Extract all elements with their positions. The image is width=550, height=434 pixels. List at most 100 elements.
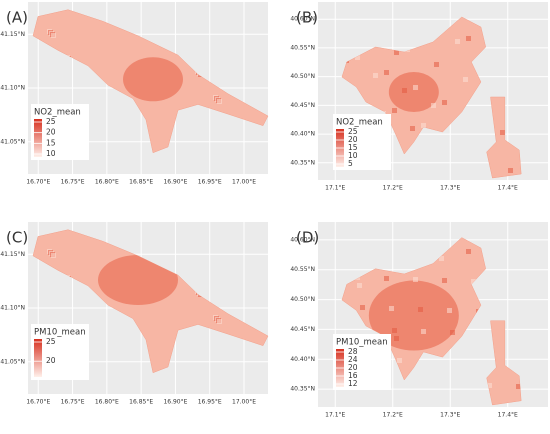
- cell: [384, 276, 389, 281]
- lat-label: 40.60°N: [290, 16, 315, 23]
- cell: [373, 73, 378, 78]
- cell: [421, 123, 426, 128]
- legend-tick-label: 25: [46, 117, 56, 126]
- panel-label: (D): [296, 229, 319, 247]
- cell: [389, 306, 394, 311]
- legend-tick-label: 20: [46, 356, 56, 365]
- cell: [51, 33, 56, 38]
- map-panel: 41.15°N 41.10°N 41.05°N 16.70°E 16.75°E 16.80…: [0, 2, 269, 186]
- lon-label: 16.80°E: [95, 179, 119, 186]
- cell: [466, 36, 471, 41]
- colorbar: [34, 119, 42, 157]
- legend-tick-label: 20: [348, 363, 358, 372]
- cell: [357, 283, 362, 288]
- cell: [413, 85, 418, 90]
- hotspot: [123, 57, 183, 102]
- area-shape: [486, 96, 522, 179]
- legend-title: NO2_mean: [34, 108, 81, 118]
- legend-tick-label: 20: [348, 135, 358, 144]
- cell: [413, 277, 418, 282]
- legend-tick-label: 10: [46, 149, 56, 158]
- lat-label: 41.05°N: [0, 358, 25, 365]
- lon-label: 17.3°E: [440, 412, 460, 419]
- lon-label: 16.90°E: [163, 179, 187, 186]
- lat-label: 41.10°N: [0, 305, 25, 312]
- lon-label: 16.70°E: [26, 399, 50, 406]
- legend-tick-label: 10: [348, 151, 358, 160]
- lon-label: 17.4°E: [498, 412, 518, 419]
- cell: [384, 70, 389, 75]
- hotspot: [98, 254, 178, 305]
- cell: [392, 328, 397, 333]
- cell: [442, 100, 447, 105]
- cell: [431, 103, 436, 108]
- cell: [421, 329, 426, 334]
- cell: [508, 168, 513, 173]
- cell: [463, 77, 468, 82]
- lon-label: 16.95°E: [198, 399, 222, 406]
- cell: [500, 130, 505, 135]
- lon-label: 16.70°E: [26, 179, 50, 186]
- lat-label: 41.05°N: [0, 138, 25, 145]
- lon-label: 16.80°E: [95, 399, 119, 406]
- lat-label: 40.35°N: [290, 386, 315, 393]
- panel-label: (A): [6, 9, 28, 27]
- cell: [516, 384, 521, 389]
- lon-label: 16.75°E: [61, 399, 85, 406]
- lat-label: 40.35°N: [290, 159, 315, 166]
- cell: [51, 253, 56, 258]
- lat-label: 40.60°N: [290, 236, 315, 243]
- cell: [217, 319, 222, 324]
- legend-tick-label: 20: [46, 128, 56, 137]
- lat-label: 41.15°N: [0, 251, 25, 258]
- cell: [434, 62, 439, 67]
- lat-label: 40.45°N: [290, 326, 315, 333]
- lat-label: 40.50°N: [290, 296, 315, 303]
- cell: [397, 358, 402, 363]
- cell: [217, 99, 222, 104]
- cell: [447, 308, 452, 313]
- legend-tick-label: 5: [348, 159, 353, 168]
- cell: [410, 126, 415, 131]
- lon-label: 17.2°E: [383, 412, 403, 419]
- legend-tick-label: 12: [348, 379, 358, 388]
- lon-label: 17.00°E: [232, 179, 256, 186]
- lon-label: 17.4°E: [498, 185, 518, 192]
- lon-label: 16.90°E: [163, 399, 187, 406]
- cell: [487, 383, 492, 388]
- legend-tick-label: 24: [348, 355, 358, 364]
- map-panel: 40.60°N 40.55°N 40.50°N 40.45°N 40.40°N 40.35…: [290, 222, 548, 419]
- lat-label: 40.45°N: [290, 102, 315, 109]
- lon-label: 17.1°E: [325, 185, 345, 192]
- cell: [471, 279, 476, 284]
- colorbar: [34, 339, 42, 377]
- lon-label: 17.00°E: [232, 399, 256, 406]
- legend-title: PM10_mean: [34, 328, 86, 338]
- map-panel: 41.15°N 41.10°N 41.05°N 16.70°E 16.75°E 16.80…: [0, 222, 269, 406]
- legend-tick-label: 15: [348, 143, 358, 152]
- lon-label: 17.1°E: [325, 412, 345, 419]
- lat-label: 40.40°N: [290, 356, 315, 363]
- legend-title: NO2_mean: [336, 118, 383, 128]
- lat-label: 40.55°N: [290, 266, 315, 273]
- lat-label: 40.50°N: [290, 73, 315, 80]
- lon-label: 16.75°E: [61, 179, 85, 186]
- panel-label: (C): [6, 229, 28, 247]
- cell: [394, 336, 399, 341]
- legend-tick-label: 28: [348, 347, 358, 356]
- cell: [392, 108, 397, 113]
- panel-label: (B): [296, 9, 318, 27]
- cell: [360, 305, 365, 310]
- legend-title: PM10_mean: [336, 338, 388, 348]
- cell: [355, 55, 360, 60]
- lat-label: 41.15°N: [0, 31, 25, 38]
- hotspot: [388, 72, 439, 112]
- cell: [442, 278, 447, 283]
- legend-tick-label: 25: [348, 127, 358, 136]
- lat-label: 41.10°N: [0, 85, 25, 92]
- cell: [402, 88, 407, 93]
